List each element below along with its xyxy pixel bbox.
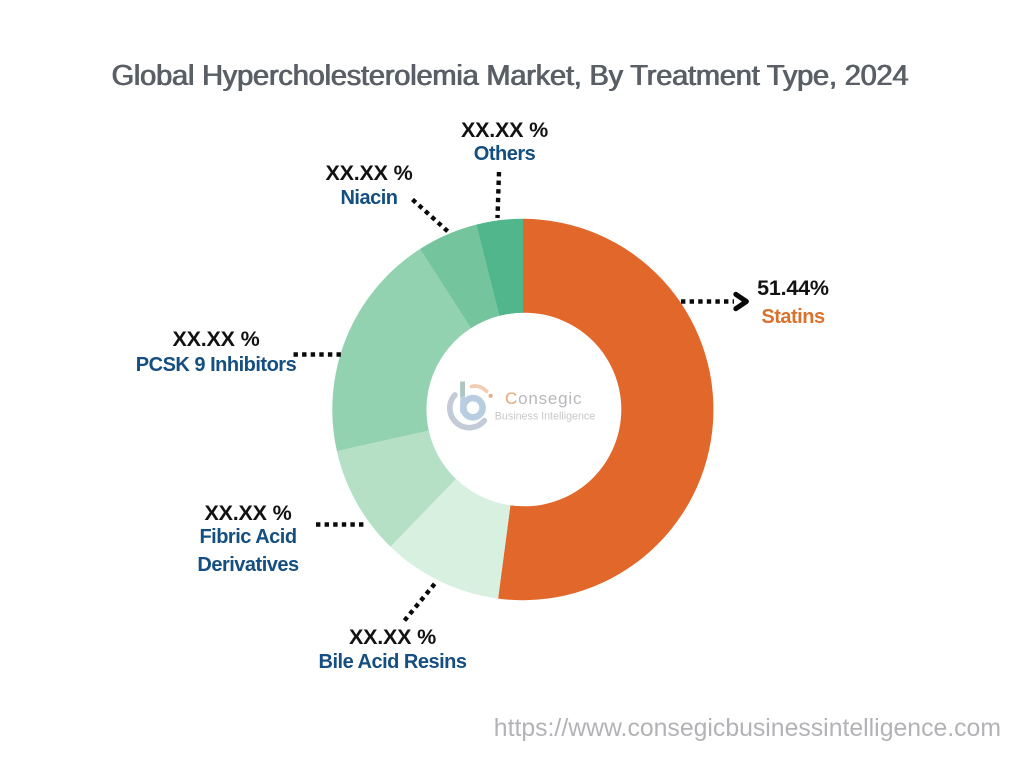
svg-text:C: C xyxy=(505,389,517,408)
svg-text:Consegic: Consegic xyxy=(505,389,582,408)
svg-text:Business Intelligence: Business Intelligence xyxy=(495,411,595,423)
